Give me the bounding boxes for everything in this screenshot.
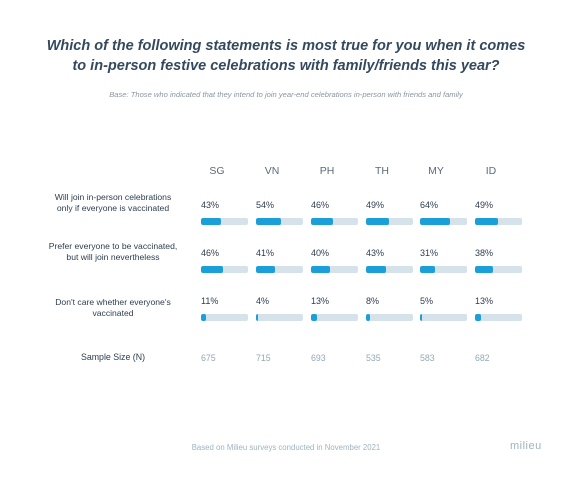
bar-track bbox=[311, 266, 358, 273]
bar bbox=[256, 314, 258, 321]
data-label: 31% bbox=[420, 248, 439, 258]
column-header-my: MY bbox=[428, 165, 444, 177]
bar-track bbox=[311, 218, 358, 225]
bar bbox=[201, 218, 222, 225]
bar bbox=[311, 218, 333, 225]
bar bbox=[366, 314, 370, 321]
column-header-vn: VN bbox=[264, 165, 280, 177]
bar bbox=[420, 266, 435, 273]
data-label: 54% bbox=[256, 200, 275, 210]
data-label: 41% bbox=[256, 248, 275, 258]
column-header-id: ID bbox=[485, 165, 497, 177]
data-label: 49% bbox=[366, 200, 385, 210]
bar-track bbox=[420, 314, 467, 321]
data-label: 64% bbox=[420, 200, 439, 210]
data-label: 43% bbox=[366, 248, 385, 258]
data-label: 11% bbox=[201, 296, 219, 306]
bar bbox=[475, 266, 493, 273]
column-header-th: TH bbox=[375, 165, 389, 177]
milieu-logo: milieu bbox=[510, 440, 542, 452]
bar bbox=[420, 218, 451, 225]
row-label-1: Will join in-person celebrations only if… bbox=[54, 192, 172, 213]
bar bbox=[256, 218, 282, 225]
bar bbox=[366, 218, 390, 225]
bar-track bbox=[256, 218, 303, 225]
bar bbox=[366, 266, 387, 273]
data-label: 13% bbox=[311, 296, 330, 306]
bar bbox=[311, 314, 318, 321]
data-label: 4% bbox=[256, 296, 270, 306]
bar bbox=[311, 266, 330, 273]
bar-track bbox=[420, 266, 467, 273]
data-label: 46% bbox=[201, 248, 220, 258]
row-label-2: Prefer everyone to be vaccinated, but wi… bbox=[48, 241, 178, 262]
sample-size-value: 535 bbox=[366, 353, 381, 363]
sample-size-value: 693 bbox=[311, 353, 326, 363]
data-label: 49% bbox=[475, 200, 494, 210]
bar-track bbox=[256, 314, 303, 321]
bar bbox=[201, 266, 223, 273]
bar-track bbox=[420, 218, 467, 225]
sample-size-value: 583 bbox=[420, 353, 435, 363]
bar-track bbox=[475, 266, 522, 273]
data-label: 13% bbox=[475, 296, 494, 306]
bar-track bbox=[201, 218, 248, 225]
bar-track bbox=[475, 314, 522, 321]
data-label: 5% bbox=[420, 296, 434, 306]
bar bbox=[420, 314, 423, 321]
bar-track bbox=[311, 314, 358, 321]
chart-subtitle: Base: Those who indicated that they inte… bbox=[109, 90, 463, 99]
bar-track bbox=[366, 218, 413, 225]
data-label: 40% bbox=[311, 248, 330, 258]
bar-track bbox=[201, 314, 248, 321]
sample-size-value: 675 bbox=[201, 353, 216, 363]
data-label: 46% bbox=[311, 200, 330, 210]
bar bbox=[256, 266, 276, 273]
chart-title: Which of the following statements is mos… bbox=[46, 38, 526, 74]
bar-track bbox=[366, 266, 413, 273]
column-header-sg: SG bbox=[209, 165, 225, 177]
bar bbox=[475, 314, 482, 321]
data-label: 38% bbox=[475, 248, 494, 258]
bar-track bbox=[256, 266, 303, 273]
sample-size-value: 715 bbox=[256, 353, 271, 363]
data-label: 8% bbox=[366, 296, 380, 306]
bar bbox=[201, 314, 207, 321]
column-header-ph: PH bbox=[319, 165, 335, 177]
bar-track bbox=[366, 314, 413, 321]
sample-size-value: 682 bbox=[475, 353, 490, 363]
footer-note: Based on Milieu surveys conducted in Nov… bbox=[191, 443, 381, 452]
data-label: 43% bbox=[201, 200, 220, 210]
bar-track bbox=[475, 218, 522, 225]
sample-size-label: Sample Size (N) bbox=[80, 352, 146, 362]
bar bbox=[475, 218, 499, 225]
bar-track bbox=[201, 266, 248, 273]
row-label-3: Don't care whether everyone's vaccinated bbox=[55, 297, 171, 318]
